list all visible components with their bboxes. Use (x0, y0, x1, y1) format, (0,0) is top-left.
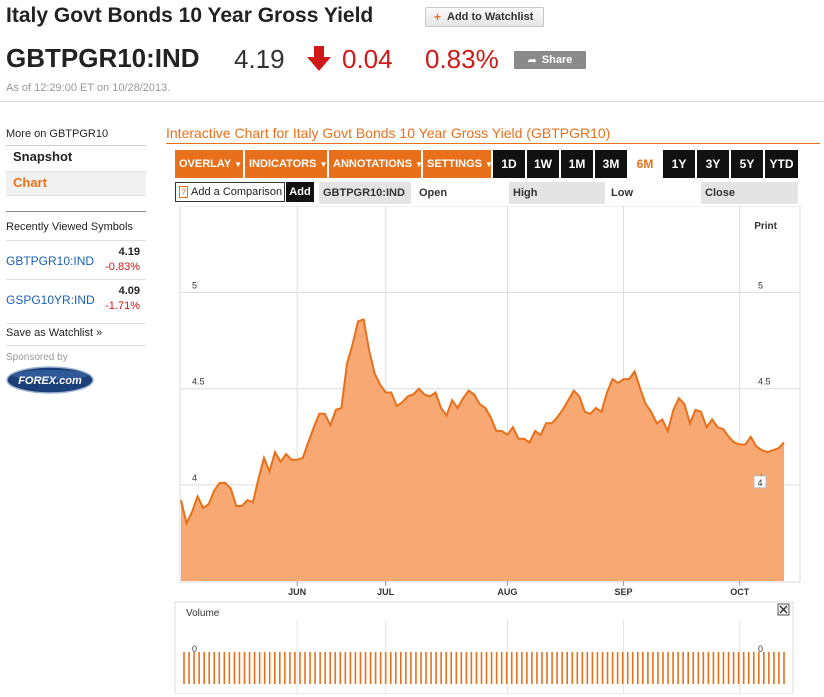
sidebar-divider (6, 211, 146, 212)
share-icon: ➦ (527, 54, 537, 67)
sponsored-label: Sponsored by (6, 352, 68, 363)
high-readout: High (509, 182, 605, 204)
chart-toolbar: OVERLAY ▼ INDICATORS ▼ ANNOTATIONS ▼ SETTIN… (175, 150, 798, 178)
annotations-menu[interactable]: ANNOTATIONS ▼ (329, 150, 423, 178)
annotations-menu-label: ANNOTATIONS (333, 158, 413, 170)
y-axis-left: 44.55 (192, 281, 205, 483)
add-comparison-button[interactable]: Add (286, 182, 314, 202)
caret-down-icon: ▼ (319, 159, 328, 169)
comparison-input[interactable]: ? Add a Comparison (175, 182, 285, 202)
range-5y-button[interactable]: 5Y (731, 150, 765, 178)
open-readout: Open (419, 187, 448, 199)
down-arrow-icon (307, 46, 331, 71)
volume-pane (174, 601, 794, 694)
help-icon[interactable]: ? (179, 186, 189, 198)
x-axis: JUN JUL AUG SEP OCT (288, 581, 750, 597)
y-tick-label: 4.5 (192, 377, 205, 387)
save-as-watchlist-link[interactable]: Save as Watchlist » (6, 323, 146, 339)
x-tick-label: JUN (288, 587, 306, 597)
range-ytd-button[interactable]: YTD (765, 150, 798, 178)
sidebar-heading: More on GBTPGR10 (6, 128, 109, 140)
close-icon[interactable] (777, 603, 790, 616)
x-tick-label: SEP (615, 587, 633, 597)
overlay-menu[interactable]: OVERLAY ▼ (175, 150, 245, 178)
recent-symbol-link[interactable]: GSPG10YR:IND (6, 293, 95, 307)
y-tick-label: 5 (758, 281, 763, 291)
price-change: 0.04 (342, 44, 393, 74)
add-to-watchlist-button[interactable]: + Add to Watchlist (425, 7, 544, 27)
settings-menu-label: SETTINGS (427, 158, 483, 170)
volume-axis-label: 0 (192, 644, 197, 654)
recent-symbols-heading: Recently Viewed Symbols (6, 221, 133, 233)
list-item: GBTPGR10:IND 4.19 -0.83% (6, 240, 146, 278)
ticker-symbol: GBTPGR10:IND (6, 43, 200, 73)
range-6m-button[interactable]: 6M (629, 150, 663, 178)
price-line (180, 318, 785, 527)
caret-down-icon: ▼ (415, 159, 423, 169)
y-tick-label: 5 (192, 281, 197, 291)
recent-symbol-value: 4.09 (118, 285, 140, 297)
sidebar-divider (6, 345, 146, 346)
sidebar-item-chart[interactable]: Chart (6, 171, 146, 196)
plus-icon: + (434, 10, 442, 24)
low-readout: Low (611, 187, 633, 199)
chart-title-divider (166, 143, 820, 144)
indicators-menu-label: INDICATORS (249, 158, 317, 170)
last-price: 4.19 (234, 44, 285, 74)
sidebar-item-snapshot[interactable]: Snapshot (6, 145, 146, 170)
header-divider (0, 101, 824, 102)
caret-down-icon: ▼ (485, 159, 493, 169)
x-tick-label: AUG (497, 587, 517, 597)
forex-logo[interactable]: FOREX.com (6, 366, 94, 394)
overlay-menu-label: OVERLAY (179, 158, 232, 170)
share-button[interactable]: ➦ Share (514, 51, 586, 69)
recent-symbol-value: 4.19 (118, 246, 140, 258)
indicators-menu[interactable]: INDICATORS ▼ (245, 150, 329, 178)
caret-down-icon: ▼ (234, 159, 243, 169)
x-tick-label: JUL (377, 587, 395, 597)
price-change-percent: 0.83% (425, 44, 499, 74)
compare-row: ? Add a Comparison Add GBTPGR10:IND Open… (175, 182, 798, 204)
range-1w-button[interactable]: 1W (527, 150, 561, 178)
page-title: Italy Govt Bonds 10 Year Gross Yield (6, 4, 374, 27)
close-readout: Close (701, 182, 798, 204)
comparison-placeholder: Add a Comparison (191, 186, 283, 198)
range-1d-button[interactable]: 1D (493, 150, 527, 178)
list-item: GSPG10YR:IND 4.09 -1.71% (6, 279, 146, 317)
last-value-box (753, 475, 767, 489)
y-tick-label: 4 (192, 473, 197, 483)
forex-logo-text: FOREX.com (18, 375, 82, 387)
x-tick-label: OCT (730, 587, 750, 597)
range-3y-button[interactable]: 3Y (697, 150, 731, 178)
print-link[interactable]: Print (754, 221, 777, 232)
share-label: Share (541, 54, 573, 66)
y-tick-label: 4.5 (758, 377, 771, 387)
y-axis-right: 44.554 (753, 281, 771, 489)
range-1y-button[interactable]: 1Y (663, 150, 697, 178)
symbol-readout: GBTPGR10:IND (319, 182, 411, 204)
timestamp: As of 12:29:00 ET on 10/28/2013. (6, 82, 171, 94)
chart-title: Interactive Chart for Italy Govt Bonds 1… (166, 125, 611, 141)
settings-menu[interactable]: SETTINGS ▼ (423, 150, 493, 178)
volume-label: Volume (186, 608, 220, 619)
recent-symbol-change: -0.83% (105, 261, 140, 273)
price-area (181, 319, 784, 581)
last-value-label: 4 (757, 478, 762, 488)
recent-symbol-change: -1.71% (105, 300, 140, 312)
range-3m-button[interactable]: 3M (595, 150, 629, 178)
recent-symbol-link[interactable]: GBTPGR10:IND (6, 254, 95, 268)
add-to-watchlist-label: Add to Watchlist (447, 11, 534, 23)
range-1m-button[interactable]: 1M (561, 150, 595, 178)
volume-axis-label: 0 (758, 644, 763, 654)
